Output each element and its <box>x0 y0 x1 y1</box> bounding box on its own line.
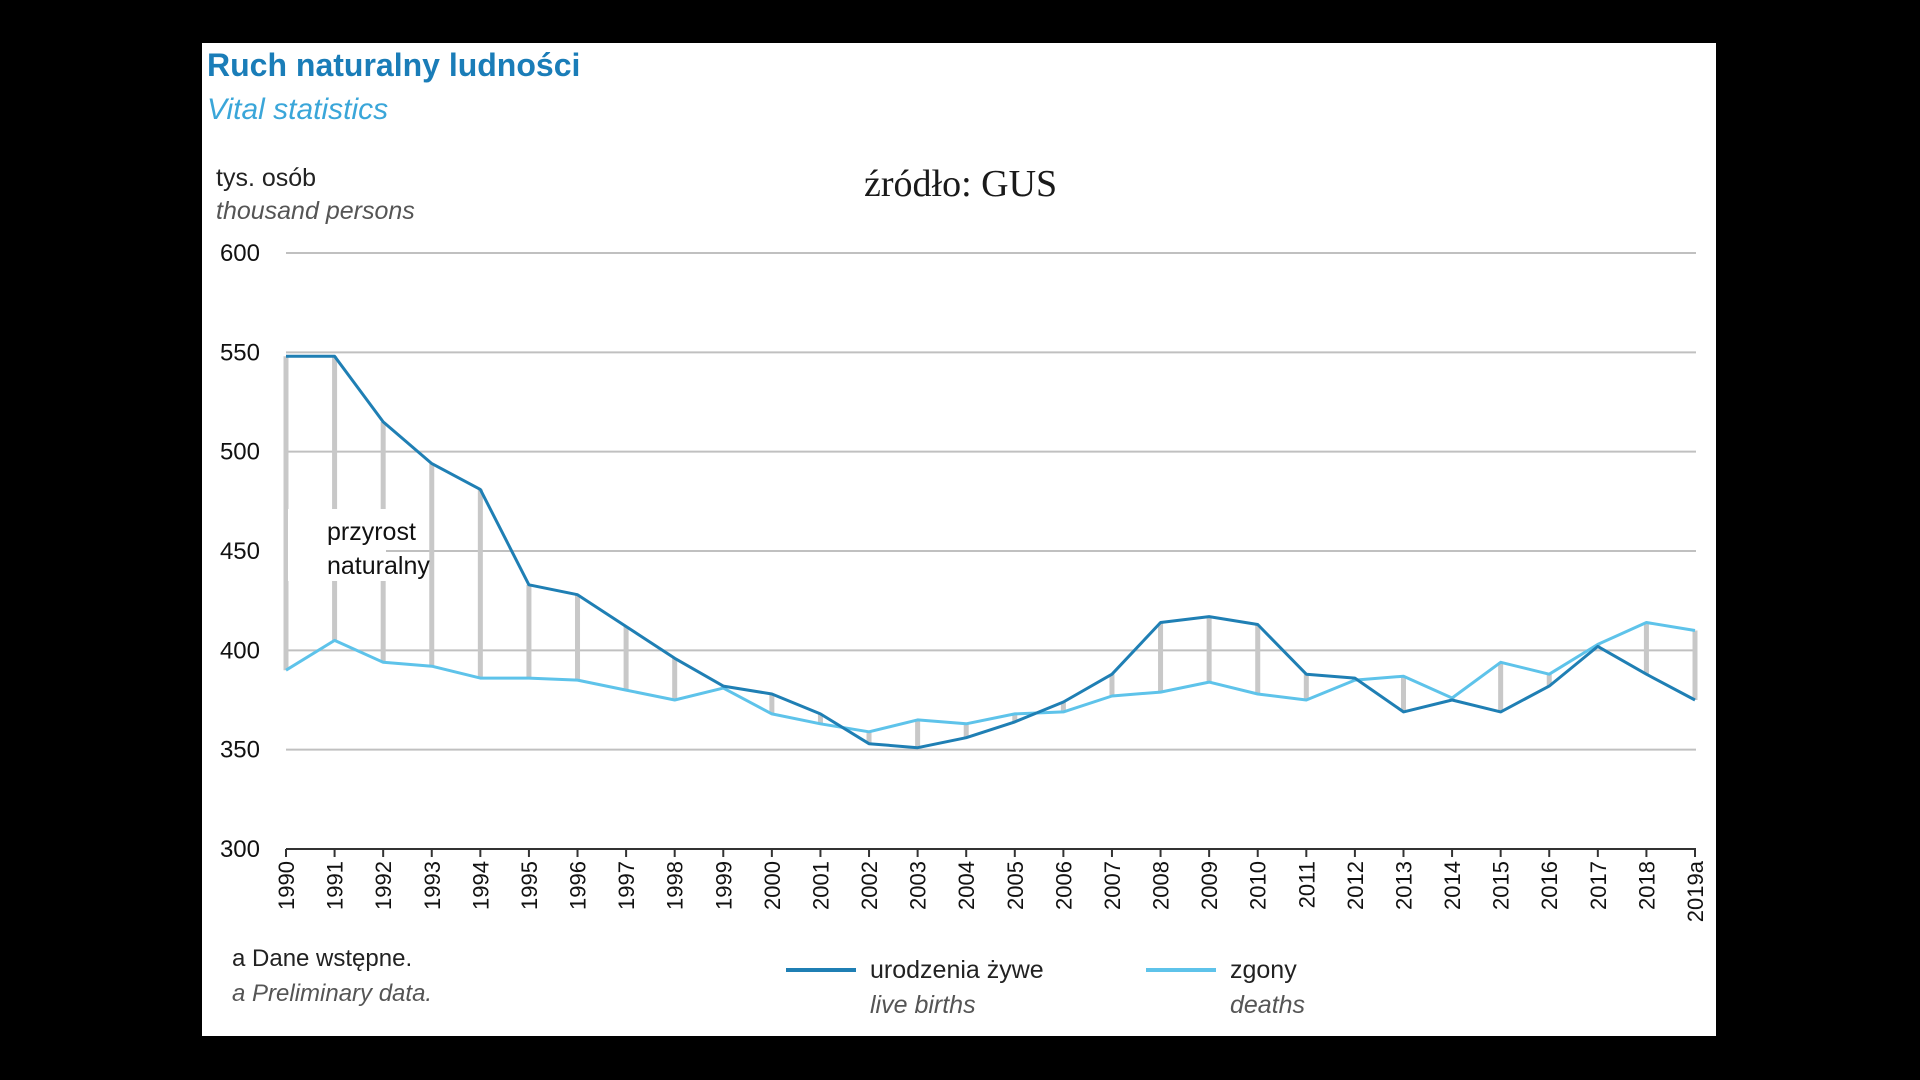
x-tick-label-2018: 2018 <box>1634 861 1659 910</box>
y-tick-label-400: 400 <box>220 637 260 664</box>
x-tick-label-1995: 1995 <box>517 861 542 910</box>
footnote-pl: a Dane wstępne. <box>232 945 412 972</box>
annotation-backdrop <box>288 509 386 581</box>
y-tick-label-300: 300 <box>220 836 260 863</box>
y-axis-ticks: 300 350 400 450 500 550 600 <box>220 240 260 863</box>
x-tick-label-2017: 2017 <box>1586 861 1611 910</box>
x-tick-label-2013: 2013 <box>1392 861 1417 910</box>
x-tick-label-1996: 1996 <box>566 861 591 910</box>
x-tick-label-1993: 1993 <box>420 861 445 910</box>
series-lines <box>285 354 1696 750</box>
y-tick-label-450: 450 <box>220 538 260 565</box>
x-tick-label-2000: 2000 <box>760 861 785 910</box>
series-line-births <box>286 354 1696 750</box>
x-tick-label-2002: 2002 <box>857 861 882 910</box>
x-tick-label-1992: 1992 <box>371 861 396 910</box>
chart-subtitle: Vital statistics <box>207 93 388 126</box>
y-unit-label-en: thousand persons <box>216 197 415 225</box>
footnote-en: a Preliminary data. <box>232 980 432 1007</box>
x-tick-label-2012: 2012 <box>1343 861 1368 910</box>
x-tick-label-1999: 1999 <box>711 861 736 910</box>
x-tick-label-2007: 2007 <box>1100 861 1125 910</box>
x-tick-label-2004: 2004 <box>954 861 979 910</box>
y-tick-label-350: 350 <box>220 737 260 764</box>
y-unit-label-pl: tys. osób <box>216 164 316 192</box>
x-axis-ticks: 1990 1991 1992 1993 1994 1995 1996 1997 1998 1999… <box>274 849 1708 922</box>
x-tick-label-2005: 2005 <box>1003 861 1028 910</box>
x-tick-label-2016: 2016 <box>1537 861 1562 910</box>
x-tick-label-2019a: 2019a <box>1683 860 1708 922</box>
x-tick-label-2010: 2010 <box>1246 861 1271 910</box>
legend-deaths-label-en: deaths <box>1230 991 1305 1019</box>
legend: urodzenia żywe live births zgony deaths <box>786 956 1305 1019</box>
y-tick-label-600: 600 <box>220 240 260 267</box>
annotation-line-1: przyrost <box>327 518 416 546</box>
x-tick-label-2006: 2006 <box>1051 861 1076 910</box>
x-tick-label-2011: 2011 <box>1294 861 1319 908</box>
vital-statistics-chart: Ruch naturalny ludności Vital statistics… <box>207 47 1708 1019</box>
x-tick-label-2015: 2015 <box>1489 861 1514 910</box>
x-tick-label-2003: 2003 <box>906 861 931 910</box>
series-line-deaths <box>285 621 1696 734</box>
y-tick-label-500: 500 <box>220 439 260 466</box>
x-tick-label-1998: 1998 <box>663 861 688 910</box>
legend-births-label-pl: urodzenia żywe <box>870 956 1044 984</box>
annotation-line-2: naturalny <box>327 552 430 580</box>
y-tick-label-550: 550 <box>220 339 260 366</box>
x-tick-label-1997: 1997 <box>614 861 639 910</box>
chart-title: Ruch naturalny ludności <box>207 47 580 83</box>
chart-panel: Ruch naturalny ludności Vital statistics… <box>202 43 1716 1036</box>
x-tick-label-2001: 2001 <box>808 861 833 910</box>
legend-births-label-en: live births <box>870 991 976 1019</box>
source-label: źródło: GUS <box>864 163 1057 205</box>
legend-deaths-label-pl: zgony <box>1230 956 1297 984</box>
x-tick-label-2008: 2008 <box>1149 861 1174 910</box>
gridlines <box>286 252 1696 850</box>
x-tick-label-2014: 2014 <box>1440 861 1465 910</box>
x-tick-label-2009: 2009 <box>1197 861 1222 910</box>
x-tick-label-1994: 1994 <box>468 861 493 910</box>
x-tick-label-1990: 1990 <box>274 861 299 910</box>
x-tick-label-1991: 1991 <box>323 861 348 910</box>
